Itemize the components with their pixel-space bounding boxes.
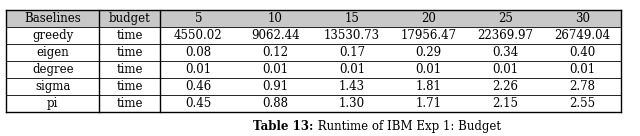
Text: 0.01: 0.01	[262, 63, 288, 75]
Bar	[544, 10, 621, 27]
Text: 22369.97: 22369.97	[477, 29, 534, 41]
Text: time: time	[116, 63, 143, 75]
Text: 2.26: 2.26	[493, 80, 518, 92]
Text: 2.78: 2.78	[570, 80, 595, 92]
Text: 0.34: 0.34	[492, 46, 519, 58]
Text: time: time	[116, 29, 143, 41]
Text: 13530.73: 13530.73	[324, 29, 380, 41]
Bar	[237, 10, 314, 27]
Text: 17956.47: 17956.47	[401, 29, 457, 41]
Text: Baselines: Baselines	[24, 12, 81, 24]
Bar	[467, 10, 544, 27]
Text: 0.01: 0.01	[186, 63, 211, 75]
Text: 26749.04: 26749.04	[554, 29, 611, 41]
Text: greedy: greedy	[32, 29, 74, 41]
Text: 9062.44: 9062.44	[251, 29, 300, 41]
Text: 0.46: 0.46	[185, 80, 212, 92]
Text: 2.55: 2.55	[570, 97, 595, 109]
Text: sigma: sigma	[35, 80, 70, 92]
Text: 4550.02: 4550.02	[174, 29, 223, 41]
Text: 0.01: 0.01	[493, 63, 518, 75]
Text: pi: pi	[47, 97, 58, 109]
Text: Table 13:: Table 13:	[253, 120, 314, 133]
Text: degree: degree	[32, 63, 74, 75]
Text: 5: 5	[195, 12, 202, 24]
Text: 15: 15	[344, 12, 360, 24]
Text: 0.12: 0.12	[262, 46, 288, 58]
Text: 1.43: 1.43	[339, 80, 365, 92]
Text: 0.29: 0.29	[416, 46, 442, 58]
Text: 0.01: 0.01	[339, 63, 365, 75]
Text: budget: budget	[109, 12, 150, 24]
Text: 0.45: 0.45	[185, 97, 212, 109]
Text: Runtime of IBM Exp 1: Budget: Runtime of IBM Exp 1: Budget	[314, 120, 500, 133]
Text: 0.01: 0.01	[416, 63, 442, 75]
Text: time: time	[116, 46, 143, 58]
Text: 25: 25	[498, 12, 513, 24]
Text: 0.88: 0.88	[262, 97, 288, 109]
Bar	[390, 10, 467, 27]
Bar	[160, 10, 237, 27]
Text: 2.15: 2.15	[493, 97, 518, 109]
Text: 1.30: 1.30	[339, 97, 365, 109]
Text: eigen: eigen	[36, 46, 69, 58]
Text: 0.40: 0.40	[569, 46, 596, 58]
Bar	[314, 10, 390, 27]
Text: time: time	[116, 97, 143, 109]
Text: 0.17: 0.17	[339, 46, 365, 58]
Text: 0.91: 0.91	[262, 80, 288, 92]
Bar	[99, 10, 160, 27]
Text: 10: 10	[268, 12, 283, 24]
Text: 1.81: 1.81	[416, 80, 442, 92]
Text: 0.01: 0.01	[570, 63, 595, 75]
Text: 1.71: 1.71	[416, 97, 442, 109]
Text: time: time	[116, 80, 143, 92]
Text: 20: 20	[421, 12, 436, 24]
Text: 30: 30	[575, 12, 590, 24]
Bar	[6, 10, 99, 27]
Text: 0.08: 0.08	[186, 46, 211, 58]
